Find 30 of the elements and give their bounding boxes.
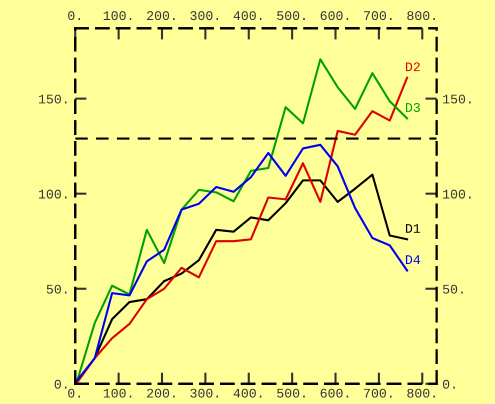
x2-tick-label: 400.	[234, 11, 262, 20]
series-label: D2	[406, 62, 420, 72]
x-tick-label: 500.	[277, 388, 305, 398]
y-tick-label: 0.	[54, 380, 66, 389]
series-label: D4	[406, 255, 420, 264]
series-label: D1	[406, 224, 420, 233]
x2-tick-label: 700.	[364, 11, 392, 20]
x2-tick-label: 600.	[320, 11, 348, 20]
y-tick-label: 50.	[46, 284, 66, 294]
x-tick-label: 100.	[104, 388, 132, 398]
y-tick-label: 150.	[38, 94, 66, 104]
x-tick-label: 700.	[364, 388, 392, 398]
x-tick-label: 600.	[320, 388, 348, 398]
x2-tick-label: 300.	[190, 11, 218, 20]
y2-tick-label: 100.	[443, 190, 471, 199]
y2-tick-label: 50.	[442, 284, 463, 294]
x2-tick-label: 800.	[407, 11, 435, 20]
x-tick-label: 300.	[190, 388, 218, 398]
x-tick-label: 0.	[68, 388, 80, 398]
x2-tick-label: 200.	[147, 11, 175, 20]
x2-tick-label: 500.	[277, 11, 305, 20]
x-tick-label: 200.	[147, 388, 175, 398]
x2-tick-label: 100.	[104, 11, 132, 20]
y2-tick-label: 150.	[443, 94, 471, 104]
x2-tick-label: 0.	[68, 11, 80, 20]
y-tick-label: 100.	[38, 190, 66, 199]
y2-tick-label: 0.	[442, 380, 455, 389]
series-label: D3	[406, 103, 420, 112]
x-tick-label: 400.	[234, 388, 262, 398]
x-tick-label: 800.	[407, 388, 435, 398]
